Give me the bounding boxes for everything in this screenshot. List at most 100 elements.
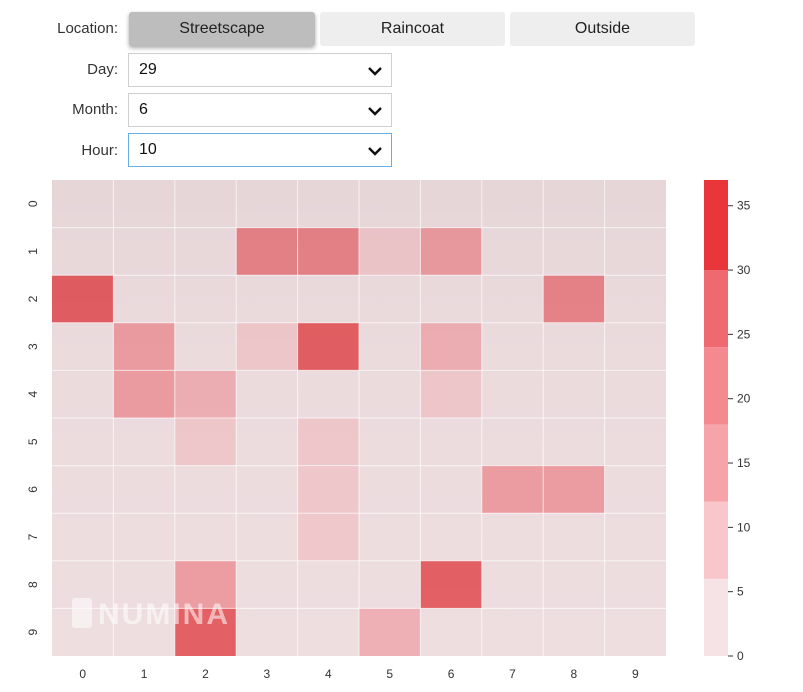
heatmap-cell [174, 608, 237, 656]
y-tick-label: 8 [26, 581, 40, 588]
hour-label: Hour: [81, 142, 118, 159]
heatmap-cell [174, 227, 237, 276]
y-tick-label: 0 [26, 200, 40, 207]
heatmap-cell [52, 227, 114, 276]
heatmap-chart: 0 1 2 3 4 5 6 7 8 9 0 1 2 3 4 5 6 7 8 9 NUMINA 0 5 10 15 20 25 3… [26, 180, 751, 681]
day-select[interactable]: 29 [128, 53, 392, 87]
colorbar-band [704, 347, 728, 425]
heatmap-cell [359, 227, 421, 276]
heatmap-cell [297, 465, 359, 514]
colorbar-band [704, 180, 728, 271]
heatmap-cell [113, 275, 175, 323]
x-tick-label: 8 [571, 667, 578, 681]
heatmap-cell [420, 418, 482, 466]
heatmap-cell [297, 180, 359, 228]
location-raincoat-button[interactable]: Raincoat [320, 12, 505, 46]
heatmap-cell [297, 370, 359, 418]
heatmap-cell [236, 227, 298, 276]
colorbar [704, 180, 728, 656]
heatmap-cell [359, 513, 421, 561]
heatmap-cell [236, 465, 298, 514]
colorbar-tick-label: 20 [737, 392, 751, 406]
heatmap-cell [420, 560, 482, 609]
heatmap-cell [604, 180, 666, 228]
heatmap-cell [604, 560, 666, 609]
chevron-down-icon [368, 107, 382, 116]
heatmap-cell [52, 180, 114, 228]
x-tick-label: 1 [141, 667, 148, 681]
heatmap-cell [113, 418, 175, 466]
heatmap-cell [420, 180, 482, 228]
x-tick-label: 7 [509, 667, 516, 681]
location-outside-button[interactable]: Outside [510, 12, 695, 46]
heatmap-cell [174, 180, 237, 228]
y-tick-label: 3 [26, 343, 40, 350]
heatmap-cell [236, 513, 298, 561]
heatmap-cell [236, 275, 298, 323]
x-tick-label: 9 [632, 667, 639, 681]
x-tick-label: 6 [448, 667, 455, 681]
y-tick-label: 1 [26, 248, 40, 255]
x-axis-ticks: 0 1 2 3 4 5 6 7 8 9 [79, 667, 639, 681]
heatmap-cell [359, 560, 421, 609]
heatmap-cell [174, 418, 237, 466]
colorbar-band [704, 424, 728, 502]
month-select[interactable]: 6 [128, 93, 392, 127]
y-tick-label: 7 [26, 533, 40, 540]
heatmap-cell [359, 322, 421, 371]
heatmap-cell [543, 322, 605, 371]
heatmap-cell [543, 560, 605, 609]
heatmap-cell [359, 275, 421, 323]
heatmap-cell [52, 275, 114, 323]
heatmap-cell [236, 560, 298, 609]
heatmap-cell [113, 465, 175, 514]
location-streetscape-button[interactable]: Streetscape [129, 12, 315, 46]
heatmap-cell [481, 608, 544, 656]
watermark-text: NUMINA [98, 598, 230, 631]
x-tick-label: 0 [79, 667, 86, 681]
heatmap-cell [174, 275, 237, 323]
heatmap-cell [297, 275, 359, 323]
y-axis-ticks: 0 1 2 3 4 5 6 7 8 9 [26, 200, 40, 635]
heatmap-cell [420, 227, 482, 276]
heatmap-cell [604, 608, 666, 656]
y-tick-label: 6 [26, 486, 40, 493]
heatmap-cell [543, 465, 605, 514]
heatmap-cell [236, 180, 298, 228]
colorbar-tick-label: 10 [737, 520, 751, 534]
colorbar-tick-label: 5 [737, 585, 744, 599]
heatmap-cell [420, 322, 482, 371]
heatmap-cell [481, 322, 544, 371]
heatmap-cell [236, 322, 298, 371]
day-label: Day: [87, 61, 118, 78]
heatmap-cell [420, 465, 482, 514]
heatmap-cell [113, 513, 175, 561]
heatmap-cell [359, 608, 421, 656]
hour-select[interactable]: 10 [128, 133, 392, 167]
heatmap-cell [420, 608, 482, 656]
heatmap-cell [297, 608, 359, 656]
watermark: NUMINA [72, 598, 230, 631]
location-label: Location: [57, 20, 118, 37]
heatmap-cell [359, 180, 421, 228]
heatmap-cell [297, 513, 359, 561]
heatmap-cell [543, 418, 605, 466]
day-select-value: 29 [139, 61, 157, 78]
heatmap-cell [604, 513, 666, 561]
heatmap-cell [481, 227, 544, 276]
heatmap-cell [297, 322, 359, 371]
heatmap-cell [481, 465, 544, 514]
heatmap-cell [174, 465, 237, 514]
colorbar-tick-label: 25 [737, 327, 751, 341]
x-tick-label: 4 [325, 667, 332, 681]
heatmap-cell [52, 370, 114, 418]
x-tick-label: 2 [202, 667, 209, 681]
heatmap-cell [481, 275, 544, 323]
heatmap-cell [604, 370, 666, 418]
month-label: Month: [72, 101, 118, 118]
colorbar-tick-label: 30 [737, 263, 751, 277]
heatmap-cell [481, 560, 544, 609]
heatmap-cell [113, 322, 175, 371]
heatmap-cell [604, 227, 666, 276]
chevron-down-icon [368, 147, 382, 156]
